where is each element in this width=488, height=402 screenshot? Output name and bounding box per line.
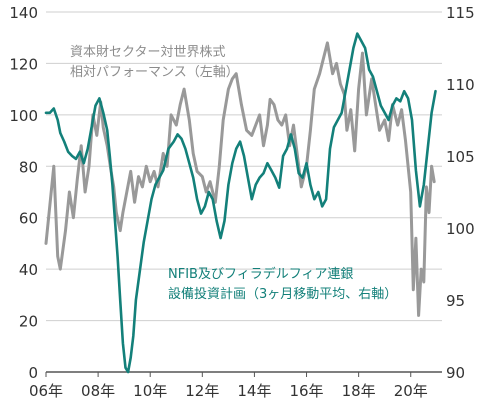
left-tick-label: 60 [19, 210, 38, 228]
left-tick-label: 140 [9, 4, 38, 22]
x-tick-label: 06年 [29, 382, 63, 400]
right-tick-label: 110 [446, 76, 475, 94]
series-line-capex-plans [44, 32, 437, 374]
x-tick-label: 16年 [289, 382, 323, 400]
x-tick-label: 18年 [342, 382, 376, 400]
right-tick-label: 95 [446, 292, 465, 310]
series-label-right-line-2: 設備投資計画（3ヶ月移動平均、右軸） [168, 286, 397, 302]
x-tick-label: 12年 [185, 382, 219, 400]
left-tick-label: 20 [19, 313, 38, 331]
series-label-left-line-2: 相対パフォーマンス（左軸） [70, 65, 239, 80]
left-tick-label: 40 [19, 261, 38, 279]
right-axis-tick-labels: 90 95 100 105 110 115 [446, 4, 475, 382]
x-tick-label: 08年 [81, 382, 115, 400]
x-tick-label: 14年 [237, 382, 271, 400]
left-tick-label: 0 [28, 364, 38, 382]
x-tick-label: 20年 [394, 382, 428, 400]
series-label-right-line-1: NFIB及びフィラデルフィア連銀 [168, 266, 353, 282]
series-lines [44, 32, 437, 374]
left-tick-label: 80 [19, 158, 38, 176]
x-tick-label: 10年 [133, 382, 167, 400]
right-tick-label: 100 [446, 220, 475, 238]
right-tick-label: 115 [446, 4, 475, 22]
right-tick-label: 105 [446, 148, 475, 166]
left-axis-tick-labels: 0 20 40 60 80 100 120 140 [9, 4, 38, 382]
x-axis-tick-labels: 06年 08年 10年 12年 14年 16年 18年 20年 [29, 372, 428, 400]
left-tick-label: 100 [9, 107, 38, 125]
left-tick-label: 120 [9, 55, 38, 73]
right-tick-label: 90 [446, 364, 465, 382]
series-label-left-line-1: 資本財セクター対世界株式 [70, 45, 225, 60]
